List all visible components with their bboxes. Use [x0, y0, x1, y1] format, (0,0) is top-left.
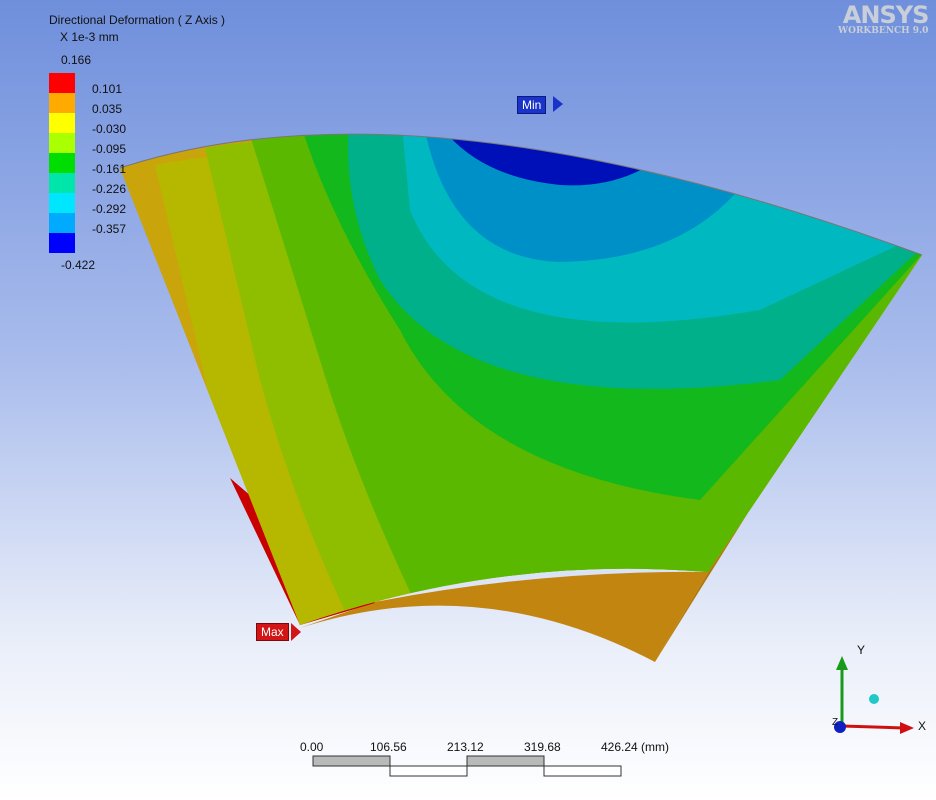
sector-outer-edge: [119, 133, 923, 256]
legend-label: -0.161: [92, 162, 127, 176]
scale-bar: [312, 755, 622, 777]
legend-label: -0.095: [92, 142, 127, 156]
scale-tick-0: 0.00: [300, 740, 324, 754]
legend-swatch-8: [49, 213, 75, 233]
ansys-logo: ANSYS WORKBENCH 9.0: [838, 1, 930, 36]
legend-swatch-2: [49, 93, 75, 113]
legend-swatch-9: [49, 233, 75, 253]
legend-swatch-1: [49, 73, 75, 93]
scale-tick-4: 426.24 (mm): [601, 740, 670, 754]
legend-label: -0.030: [92, 122, 127, 136]
coordinate-triad[interactable]: [826, 640, 936, 740]
legend-label: -0.226: [92, 182, 127, 196]
logo-brand: ANSYS: [842, 1, 930, 29]
legend-swatch-4: [49, 133, 75, 153]
sector-bottom-face: [300, 571, 708, 662]
legend-units: X 1e-3 mm: [60, 30, 119, 44]
legend-swatch-7: [49, 193, 75, 213]
legend-label: 0.101: [92, 82, 123, 96]
min-probe-tag[interactable]: Min: [517, 96, 547, 114]
legend-label: 0.035: [92, 102, 123, 116]
legend-title: Directional Deformation ( Z Axis ): [49, 13, 226, 27]
x-axis-arrow: [841, 724, 905, 730]
y-arrowhead: [836, 656, 848, 670]
legend-min-value: -0.422: [61, 258, 96, 272]
legend-label: -0.292: [92, 202, 127, 216]
z-axis-dot: [834, 721, 846, 733]
scale-tick-3: 319.68: [524, 740, 561, 754]
scale-tick-1: 106.56: [370, 740, 407, 754]
view-center-ball[interactable]: [869, 694, 879, 704]
legend-max-value: 0.166: [61, 53, 92, 67]
legend-color-bar[interactable]: [49, 73, 77, 253]
legend-swatch-6: [49, 173, 75, 193]
scale-tick-2: 213.12: [447, 740, 484, 754]
max-probe-tag[interactable]: Max: [256, 623, 289, 641]
triad-y-label: Y: [857, 643, 866, 657]
x-arrowhead: [900, 722, 914, 734]
legend-swatch-5: [49, 153, 75, 173]
triad-x-label: X: [918, 719, 927, 733]
legend-label: -0.357: [92, 222, 127, 236]
legend-swatch-3: [49, 113, 75, 133]
triad-z-label: Z: [832, 717, 839, 728]
logo-subtitle: WORKBENCH 9.0: [838, 26, 929, 36]
